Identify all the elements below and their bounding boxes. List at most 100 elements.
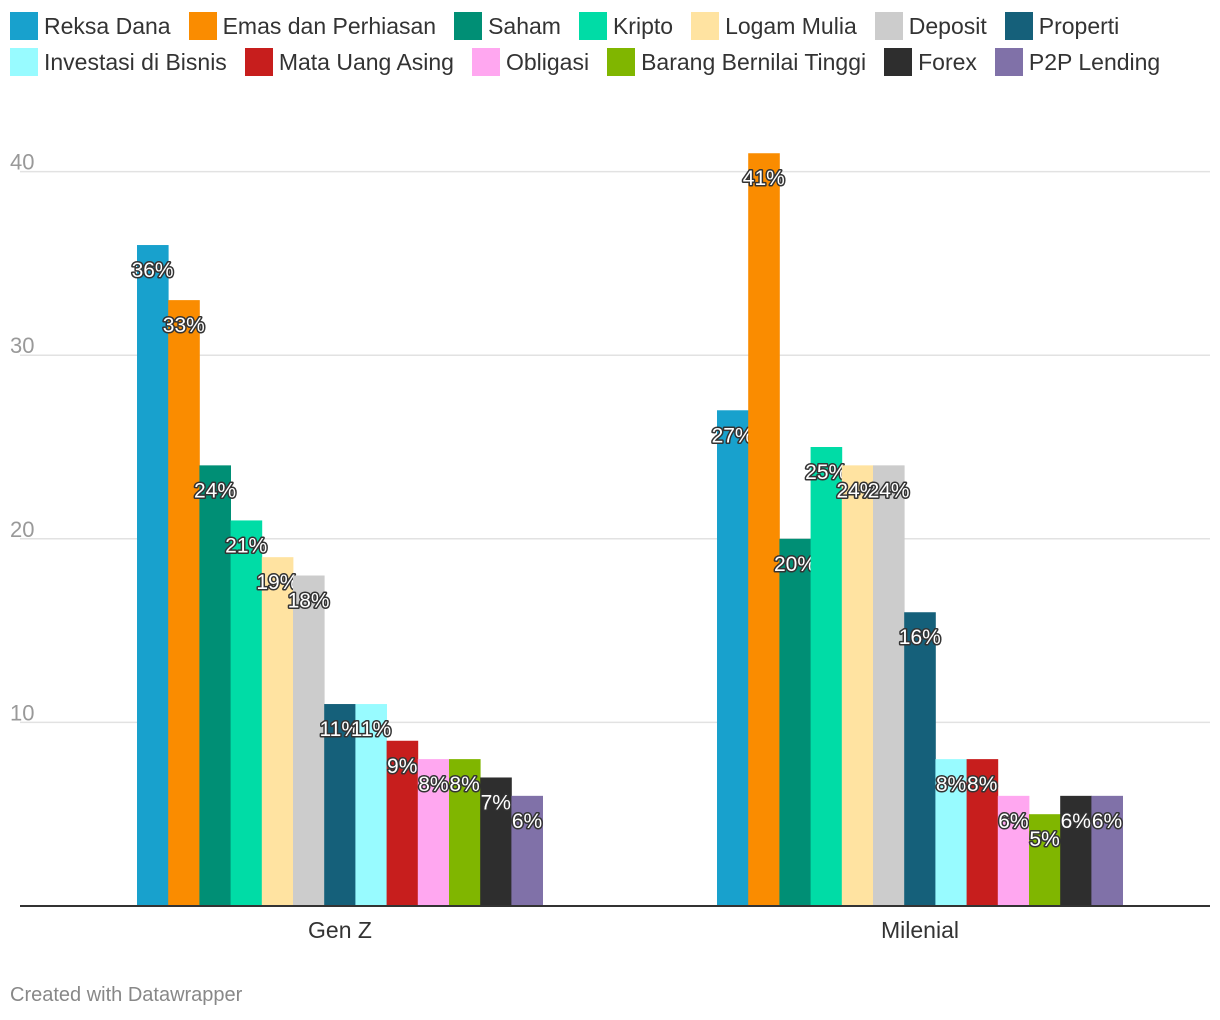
data-label: 6% <box>1061 810 1091 833</box>
legend-swatch <box>1004 12 1033 40</box>
bar <box>168 300 200 906</box>
legend-swatch <box>188 12 217 40</box>
bar <box>199 465 231 906</box>
legend-item: Properti <box>1004 8 1120 44</box>
data-label: 21% <box>225 534 267 557</box>
data-label: 6% <box>512 810 542 833</box>
data-label: 27% <box>712 424 754 447</box>
bar <box>137 245 169 907</box>
data-label: 25% <box>805 461 847 484</box>
legend-label: Obligasi <box>505 49 590 75</box>
legend: Reksa Dana Emas dan Perhiasan Saham Kripto L… <box>10 8 1215 80</box>
data-label: 6% <box>998 810 1028 833</box>
legend-item: Forex <box>884 44 977 80</box>
legend-item: Barang Bernilai Tinggi <box>607 44 866 80</box>
bar <box>386 740 419 906</box>
data-label: 9% <box>387 755 417 778</box>
bar <box>261 557 294 906</box>
data-label: 8% <box>449 773 479 796</box>
legend-label: Reksa Dana <box>44 13 171 39</box>
bar <box>717 410 749 906</box>
x-category-label: Gen Z <box>308 917 372 943</box>
legend-swatch <box>244 48 273 76</box>
legend-swatch <box>884 48 913 76</box>
data-label: 5% <box>1029 828 1059 851</box>
data-label: 16% <box>899 626 941 649</box>
legend-swatch <box>10 12 38 40</box>
data-label: 11% <box>351 718 391 741</box>
data-label: 19% <box>256 571 298 594</box>
legend-label: P2P Lending <box>1028 49 1161 75</box>
legend-swatch <box>454 12 483 40</box>
legend-label: Mata Uang Asing <box>278 49 454 75</box>
data-label: 24% <box>194 479 236 502</box>
y-tick-label: 40 <box>10 150 34 175</box>
footer-credit: Created with Datawrapper <box>10 984 243 1006</box>
legend-item: Logam Mulia <box>691 8 857 44</box>
legend-swatch <box>578 12 607 40</box>
bar <box>417 759 450 906</box>
bar <box>997 795 1030 906</box>
bar <box>779 538 811 906</box>
bar <box>873 465 905 906</box>
bar <box>511 795 543 906</box>
data-label: 8% <box>936 773 966 796</box>
legend-swatch <box>10 48 38 76</box>
data-label: 8% <box>967 773 997 796</box>
y-tick-label: 30 <box>10 333 34 358</box>
bar <box>293 575 325 906</box>
legend-item: P2P Lending <box>994 44 1161 80</box>
bar <box>324 704 356 906</box>
bar <box>841 465 874 906</box>
legend-label: Properti <box>1038 13 1120 39</box>
legend-label: Kripto <box>612 13 674 39</box>
bar <box>355 704 387 906</box>
legend-label: Logam Mulia <box>725 13 857 39</box>
bar <box>449 759 481 906</box>
legend-swatch <box>607 48 636 76</box>
legend-item: Kripto <box>578 8 674 44</box>
legend-item: Deposit <box>874 8 987 44</box>
data-label: 24% <box>868 479 910 502</box>
bar <box>480 777 512 906</box>
bar <box>1029 814 1061 906</box>
data-label: 7% <box>481 791 511 814</box>
legend-label: Forex <box>918 49 977 75</box>
data-label: 11% <box>320 718 360 741</box>
data-label: 33% <box>163 314 205 337</box>
bar <box>935 759 967 906</box>
y-tick-label: 10 <box>10 700 34 725</box>
legend-label: Investasi di Bisnis <box>44 49 227 75</box>
legend-item: Reksa Dana <box>10 8 171 44</box>
bar <box>1091 795 1123 906</box>
bar <box>1060 795 1092 906</box>
legend-swatch <box>691 12 720 40</box>
legend-item: Saham <box>454 8 561 44</box>
legend-label: Saham <box>488 13 561 39</box>
legend-item: Emas dan Perhiasan <box>188 8 437 44</box>
y-tick-label: 20 <box>10 517 34 542</box>
legend-label: Barang Bernilai Tinggi <box>641 49 867 75</box>
data-label: 18% <box>288 590 330 613</box>
data-label: 41% <box>743 167 785 190</box>
legend-swatch <box>994 48 1023 76</box>
bar <box>904 612 936 906</box>
data-label: 8% <box>418 773 448 796</box>
x-category-label: Milenial <box>881 917 959 943</box>
legend-item: Mata Uang Asing <box>244 44 454 80</box>
legend-label: Deposit <box>908 13 987 39</box>
legend-swatch <box>874 12 903 40</box>
legend-item: Obligasi <box>471 44 590 80</box>
data-label: 6% <box>1092 810 1122 833</box>
bar <box>230 520 263 906</box>
bar <box>966 759 999 906</box>
bar <box>748 153 780 907</box>
data-label: 24% <box>836 479 878 502</box>
legend-swatch <box>471 48 500 76</box>
bar <box>810 447 843 906</box>
data-label: 20% <box>774 553 816 576</box>
legend-label: Emas dan Perhiasan <box>222 13 437 39</box>
data-label: 36% <box>132 259 174 282</box>
legend-item: Investasi di Bisnis <box>10 44 227 80</box>
